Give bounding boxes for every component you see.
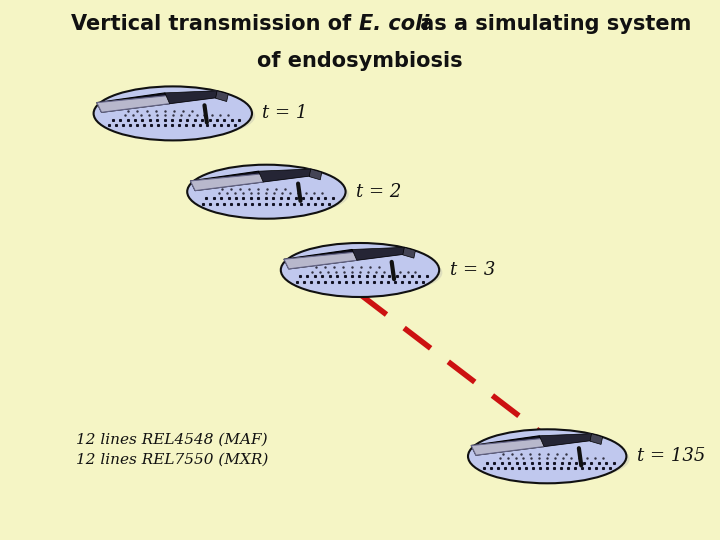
Polygon shape	[284, 247, 408, 269]
Ellipse shape	[281, 243, 439, 297]
Text: 12 lines REL4548 (MAF): 12 lines REL4548 (MAF)	[76, 433, 267, 447]
Polygon shape	[96, 91, 220, 112]
Text: of endosymbiosis: of endosymbiosis	[257, 51, 463, 71]
Text: t = 2: t = 2	[356, 183, 401, 201]
Polygon shape	[471, 434, 595, 455]
Polygon shape	[190, 169, 314, 191]
Text: t = 1: t = 1	[262, 104, 307, 123]
Ellipse shape	[94, 86, 252, 140]
Polygon shape	[284, 249, 357, 269]
Ellipse shape	[281, 249, 442, 295]
Polygon shape	[309, 169, 322, 180]
Polygon shape	[471, 436, 544, 455]
Text: E. coli: E. coli	[359, 14, 429, 33]
Text: t = 3: t = 3	[449, 261, 495, 279]
Polygon shape	[539, 434, 595, 447]
Text: t = 135: t = 135	[636, 447, 705, 465]
Polygon shape	[402, 247, 415, 258]
Ellipse shape	[94, 93, 255, 139]
Polygon shape	[352, 247, 408, 260]
Polygon shape	[590, 434, 603, 444]
Text: 12 lines REL7550 (MXR): 12 lines REL7550 (MXR)	[76, 453, 268, 467]
Text: as a simulating system: as a simulating system	[413, 14, 691, 33]
Polygon shape	[96, 93, 170, 112]
Polygon shape	[165, 91, 220, 104]
Polygon shape	[258, 169, 314, 182]
Polygon shape	[215, 91, 228, 102]
Polygon shape	[190, 171, 264, 191]
Ellipse shape	[187, 165, 346, 219]
Ellipse shape	[468, 436, 629, 482]
Ellipse shape	[187, 172, 348, 217]
Ellipse shape	[468, 429, 626, 483]
Text: Vertical transmission of: Vertical transmission of	[71, 14, 359, 33]
